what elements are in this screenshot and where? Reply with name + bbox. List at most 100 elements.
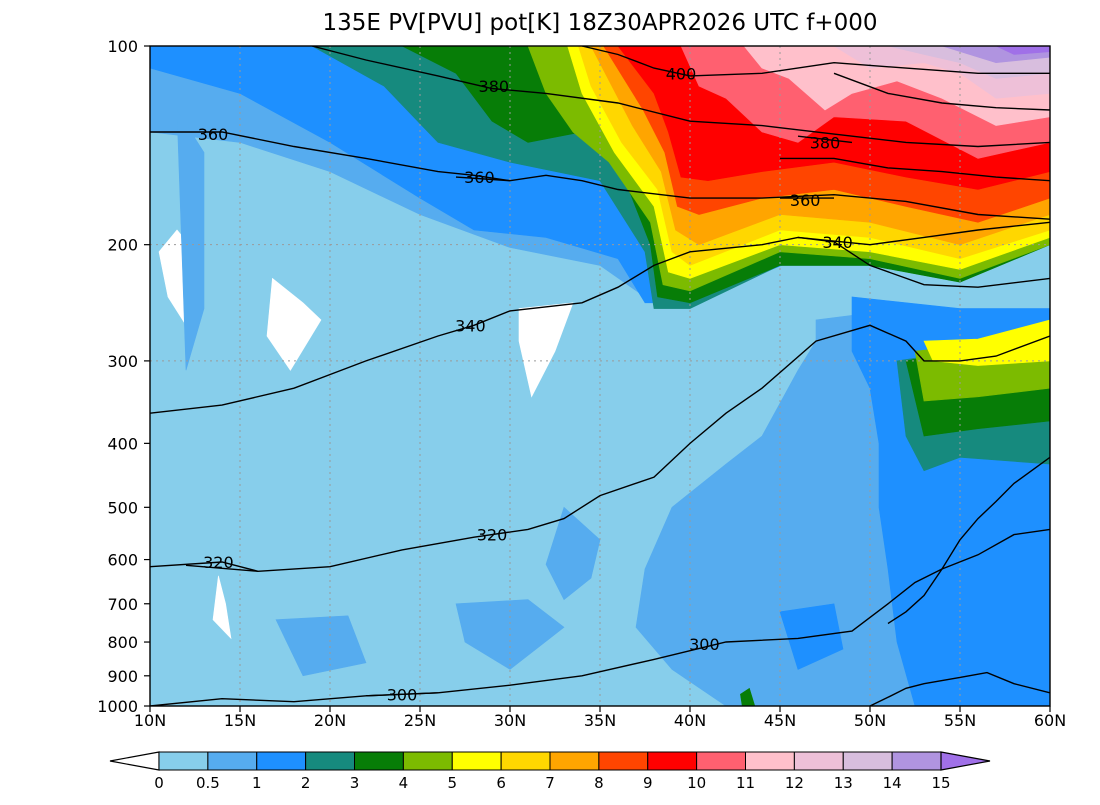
theta-300-label-group: 300 [689, 635, 720, 654]
theta-340-label-group: 340 [455, 316, 486, 335]
theta-360-label: 360 [198, 125, 229, 144]
colorbar-label: 3 [350, 774, 360, 792]
colorbar-swatch [305, 751, 355, 771]
theta-300-line [150, 528, 1050, 706]
theta-320-label-group: 320 [477, 526, 508, 545]
colorbar-swatch [647, 751, 698, 771]
theta-310-line [869, 671, 1050, 706]
y-tick-label: 700 [107, 595, 138, 614]
theta-320-label: 320 [477, 526, 508, 545]
colorbar-swatch [402, 751, 453, 771]
colorbar-label: 8 [594, 774, 604, 792]
colorbar-label: 2 [301, 774, 311, 792]
x-tick-label: 25N [404, 711, 436, 730]
colorbar-swatch [354, 751, 404, 771]
pv-above-15 [995, 46, 1050, 55]
colorbar-label: 1 [252, 774, 262, 792]
y-tick-label: 900 [107, 667, 138, 686]
x-tick-label: 15N [224, 711, 256, 730]
theta-340-line [797, 236, 871, 246]
colorbar-label: 6 [496, 774, 506, 792]
pv-0.5-1 [176, 108, 205, 371]
colorbar-swatch [451, 751, 502, 771]
theta-360-label-group: 360 [198, 125, 229, 144]
pv-below-0 [518, 302, 574, 398]
pv-3-4 [740, 687, 756, 706]
theta-300-label-group: 300 [387, 685, 418, 704]
colorbar-swatch [842, 751, 893, 771]
colorbar-label: 9 [643, 774, 653, 792]
theta-360-label-group: 360 [790, 191, 821, 210]
theta-380-label-group: 380 [810, 133, 841, 152]
theta-contours [150, 46, 1050, 706]
colorbar-label: 14 [883, 774, 902, 792]
chart-title: 135E PV[PVU] pot[K] 18Z30APR2026 UTC f+0… [323, 10, 878, 36]
x-tick-label: 55N [944, 711, 976, 730]
theta-300-label: 300 [689, 635, 720, 654]
colorbar-swatch [207, 751, 258, 771]
x-tick-label: 20N [314, 711, 346, 730]
theta-300-line [365, 692, 439, 697]
theta-340-label-group: 340 [822, 233, 853, 252]
theta-300-label: 300 [387, 685, 418, 704]
y-tick-label: 600 [107, 551, 138, 570]
x-tick-label: 45N [764, 711, 796, 730]
colorbar-label: 0 [154, 774, 164, 792]
x-tick-label: 50N [854, 711, 886, 730]
theta-320-label: 320 [203, 553, 234, 572]
pv-0.5-1 [275, 615, 367, 677]
theta-380-label-group: 380 [479, 77, 510, 96]
colorbar-swatch [745, 751, 795, 771]
y-tick-label: 200 [107, 236, 138, 255]
colorbar-label: 11 [736, 774, 755, 792]
grid-lines [150, 46, 1050, 706]
theta-380-line [311, 46, 1050, 148]
pv-shaded-field [150, 46, 1050, 706]
colorbar-above-arrow [940, 751, 991, 771]
colorbar-swatch [158, 751, 209, 771]
x-tick-label: 30N [494, 711, 526, 730]
y-tick-label: 400 [107, 434, 138, 453]
x-tick-label: 10N [134, 711, 166, 730]
theta-320-line [150, 324, 1050, 573]
colorbar-swatch [256, 751, 307, 771]
y-tick-label: 300 [107, 352, 138, 371]
theta-400-line [581, 46, 1050, 77]
x-tick-label: 60N [1034, 711, 1066, 730]
colorbar-swatch [500, 751, 551, 771]
colorbar-swatch [891, 751, 942, 771]
theta-340-label: 340 [822, 233, 853, 252]
theta-360-label: 360 [464, 168, 495, 187]
colorbar-label: 4 [399, 774, 409, 792]
colorbar-swatch [598, 751, 649, 771]
colorbar-label: 5 [447, 774, 457, 792]
theta-400-label: 400 [666, 64, 697, 83]
colorbar-swatch [549, 751, 600, 771]
theta-320-line [185, 564, 259, 572]
theta-360-line [455, 176, 511, 182]
colorbar-label: 10 [687, 774, 706, 792]
colorbar-swatch [793, 751, 844, 771]
contour-labels: 300 300 320 320 340 340 360 360 360 380 380 400 [198, 64, 853, 704]
pv-below-0 [266, 277, 322, 371]
pv-below-0 [212, 575, 232, 640]
theta-340-line [150, 236, 1050, 414]
y-tick-label: 100 [107, 37, 138, 56]
colorbar-label: 7 [545, 774, 555, 792]
y-tick-label: 1000 [97, 697, 138, 716]
theta-370-line [780, 157, 1050, 182]
colorbar-swatch [696, 751, 746, 771]
y-axis: 100 200 300 400 500 600 700 800 900 1000 [97, 37, 150, 716]
x-tick-label: 40N [674, 711, 706, 730]
theta-380-label: 380 [479, 77, 510, 96]
colorbar: 0 0.5 1 2 3 4 5 6 7 8 9 10 11 12 13 14 15 [109, 751, 991, 792]
x-tick-label: 35N [584, 711, 616, 730]
theta-380-line [797, 135, 853, 144]
x-axis: 10N 15N 20N 25N 30N 35N 40N 45N 50N 55N 60N [134, 706, 1066, 730]
y-tick-label: 800 [107, 633, 138, 652]
colorbar-below-arrow [109, 751, 160, 771]
pv-0.5-1 [545, 506, 601, 601]
theta-380-label: 380 [810, 133, 841, 152]
